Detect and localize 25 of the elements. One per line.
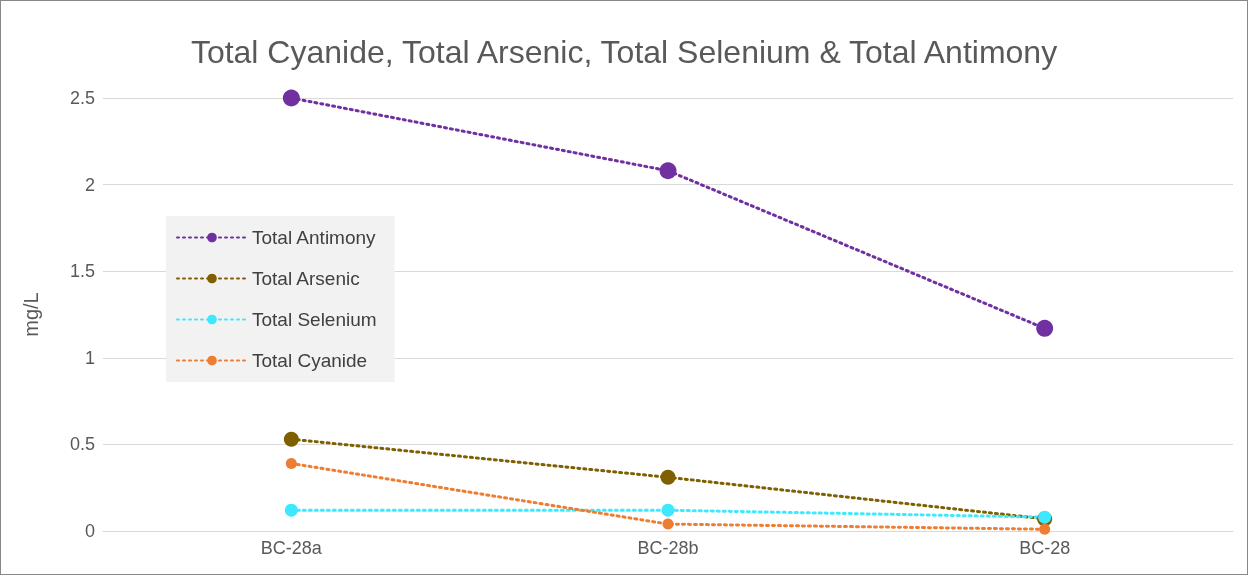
y-tick-label: 1.5 [69,261,95,282]
y-tick-label: 0.5 [69,434,95,455]
point [284,503,298,517]
point [660,469,676,485]
chart-title: Total Cyanide, Total Arsenic, Total Selenium & Total Antimony [190,34,1058,70]
legend-label: Total Cyanide [252,350,368,371]
legend-label: Total Arsenic [252,268,360,289]
y-tick-label: 0 [84,521,95,541]
point [662,518,674,530]
x-tick-label: BC-28a [260,538,323,558]
point [1036,319,1054,337]
y-tick-label: 2.5 [69,88,95,108]
legend-label: Total Antimony [252,227,377,248]
point [1039,523,1051,535]
point [283,431,299,447]
legend-label: Total Selenium [252,309,377,330]
x-tick-label: BC-28b [637,538,699,558]
point [282,89,300,107]
point [661,503,675,517]
y-tick-label: 1 [84,347,95,368]
y-axis-title: mg/L [20,292,42,337]
x-tick-label: BC-28 [1019,538,1071,558]
point [659,162,677,180]
y-tick-label: 2 [84,174,95,195]
point [285,457,297,469]
